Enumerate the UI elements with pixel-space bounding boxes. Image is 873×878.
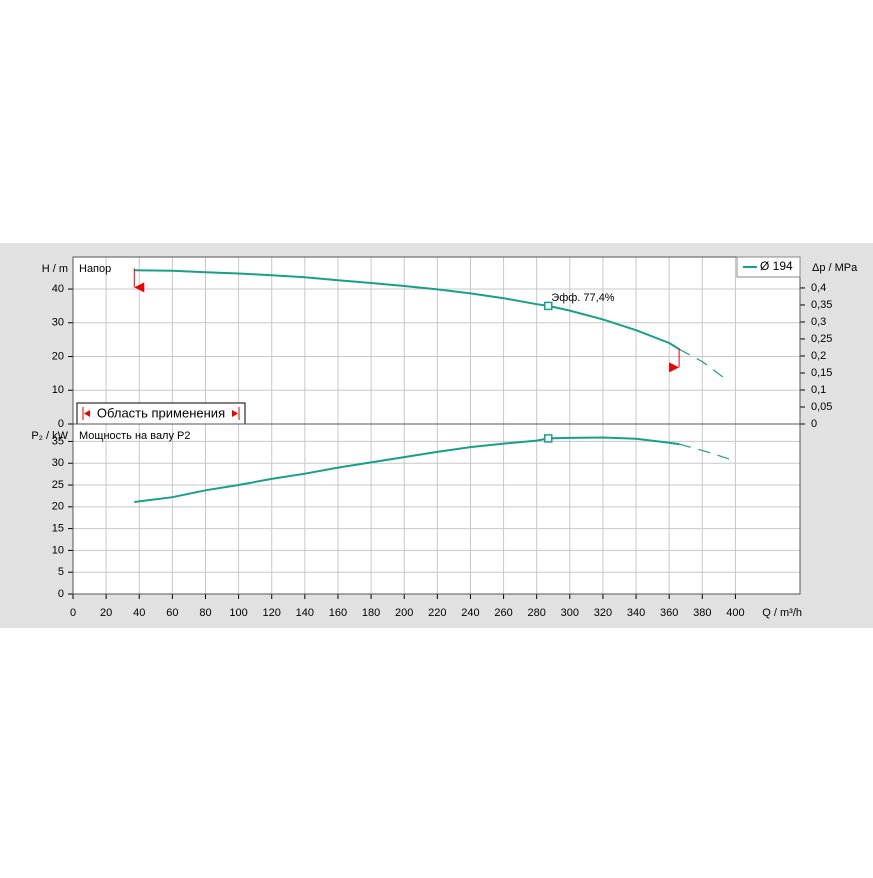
y-tick-label: 10 — [52, 384, 64, 396]
y-tick-label: 5 — [58, 566, 64, 578]
y-tick-label: 25 — [52, 479, 64, 491]
x-tick-label: 280 — [528, 607, 546, 619]
curve — [134, 436, 680, 503]
x-tick-label: 80 — [199, 607, 211, 619]
y2-tick-label: 0,35 — [811, 299, 832, 311]
x-axis-label: Q / m³/h — [762, 607, 802, 619]
x-tick-label: 320 — [594, 607, 612, 619]
x-tick-label: 260 — [494, 607, 512, 619]
curve — [134, 269, 680, 350]
y2-tick-label: 0,1 — [811, 384, 826, 396]
x-tick-label: 20 — [100, 607, 112, 619]
x-tick-label: 160 — [329, 607, 347, 619]
x-tick-label: 120 — [263, 607, 281, 619]
y-axis-label: H / m — [42, 263, 68, 275]
range-marker — [134, 282, 145, 293]
x-tick-label: 300 — [561, 607, 579, 619]
legend-box — [736, 256, 801, 278]
legend-label: Ø 194 — [760, 259, 793, 273]
x-tick-label: 400 — [726, 607, 744, 619]
range-marker — [669, 362, 680, 373]
duty-point — [544, 301, 553, 311]
efficiency-annotation: Эфф. 77,4% — [551, 292, 615, 304]
x-tick-label: 340 — [627, 607, 645, 619]
y2-tick-label: 0 — [811, 418, 817, 430]
y2-axis-label: Δp / MPa — [812, 262, 858, 274]
duty-point — [544, 434, 553, 443]
y-tick-label: 40 — [52, 283, 64, 295]
x-tick-label: 360 — [660, 607, 678, 619]
y-tick-label: 30 — [52, 317, 64, 329]
range-label-arrow — [232, 410, 238, 417]
y-tick-label: 10 — [52, 544, 64, 556]
range-label-arrow — [84, 410, 90, 417]
y-tick-label: 30 — [52, 457, 64, 469]
y2-tick-label: 0,25 — [811, 333, 832, 345]
panel-title: Напор — [79, 263, 111, 275]
x-tick-label: 40 — [133, 607, 145, 619]
x-tick-label: 220 — [428, 607, 446, 619]
y2-tick-label: 0,15 — [811, 367, 832, 379]
x-tick-label: 60 — [166, 607, 178, 619]
y-tick-label: 20 — [52, 501, 64, 513]
x-tick-label: 240 — [461, 607, 479, 619]
x-tick-label: 100 — [229, 607, 247, 619]
y-axis-label: P₂ / kW — [31, 430, 68, 442]
y-tick-label: 15 — [52, 523, 64, 535]
y-tick-label: 0 — [58, 418, 64, 430]
y2-tick-label: 0,3 — [811, 316, 826, 328]
x-tick-label: 380 — [693, 607, 711, 619]
curve — [678, 443, 736, 462]
x-tick-label: 180 — [362, 607, 380, 619]
panel-frame — [72, 423, 801, 595]
y2-tick-label: 0,05 — [811, 401, 832, 413]
y2-tick-label: 0,2 — [811, 350, 826, 362]
y-tick-label: 35 — [52, 435, 64, 447]
curve — [678, 348, 728, 381]
y2-tick-label: 0,4 — [811, 282, 826, 294]
y-tick-label: 0 — [58, 588, 64, 600]
x-tick-label: 200 — [395, 607, 413, 619]
x-tick-label: 140 — [296, 607, 314, 619]
plot-area — [73, 257, 800, 594]
range-label: Область применения — [97, 405, 225, 420]
x-tick-label: 0 — [70, 607, 76, 619]
y-tick-label: 20 — [52, 350, 64, 362]
panel-title: Мощность на валу P2 — [79, 430, 191, 442]
